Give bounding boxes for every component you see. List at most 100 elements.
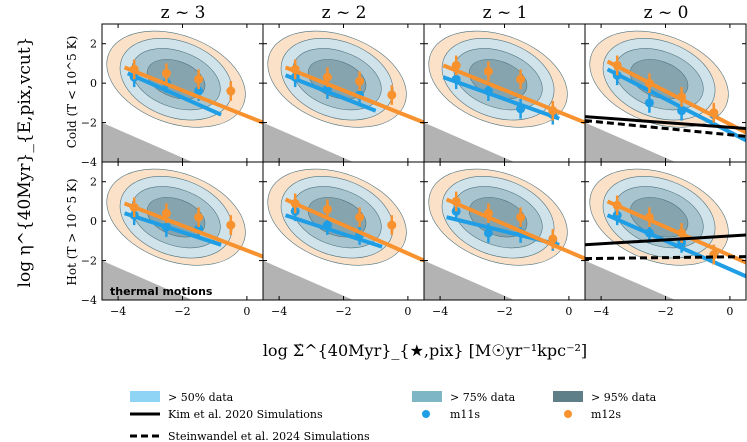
m12s-fit-line — [442, 63, 585, 125]
m12s-point — [290, 198, 300, 208]
excluded-region — [102, 122, 193, 162]
column-title-z3: z ~ 3 — [161, 3, 206, 23]
m11s-fit-line — [284, 213, 383, 249]
m12s-point — [548, 234, 558, 244]
row-label-cold: Cold (T < 10^5 K) — [65, 36, 79, 149]
legend-label-m12s: m12s — [591, 408, 621, 421]
panel: −4 −2 0 2 — [81, 23, 264, 169]
m12s-fit-line — [606, 59, 746, 135]
kim-fit-line — [585, 115, 746, 130]
legend-label-m11s: m11s — [450, 408, 480, 421]
x-tick-label: −2 — [174, 305, 190, 318]
m12s-point — [644, 212, 654, 222]
legend-label-steinwandel: Steinwandel et al. 2024 Simulations — [168, 430, 370, 442]
y-tick-label: 2 — [90, 38, 97, 51]
panel-content — [102, 168, 263, 300]
panel — [262, 23, 425, 163]
m11s-point — [483, 86, 493, 96]
m11s-point — [644, 228, 654, 238]
m12s-point — [387, 220, 397, 230]
panel-content — [424, 168, 585, 300]
column-titles: z ~ 3 z ~ 2 z ~ 1 z ~ 0 — [161, 3, 689, 23]
m12s-point — [161, 68, 171, 78]
legend-patch-50 — [130, 391, 160, 402]
m11s-point — [483, 228, 493, 238]
x-tick-label: −4 — [432, 305, 448, 318]
m11s-fit-line — [442, 75, 560, 121]
row-labels: Cold (T < 10^5 K) Hot (T > 10^5 K) — [65, 36, 79, 286]
steinwandel-fit-line — [585, 119, 746, 138]
legend: > 50% data > 75% data > 95% data Kim et … — [130, 391, 657, 442]
column-title-z1: z ~ 1 — [483, 3, 528, 23]
m11s-point — [516, 104, 526, 114]
m12s-point — [194, 74, 204, 84]
m12s-point — [483, 66, 493, 76]
panel-content — [585, 168, 746, 300]
m11s-fit-line — [606, 67, 746, 143]
legend-label-50: > 50% data — [168, 391, 234, 404]
m11s-point — [322, 220, 332, 230]
m12s-point — [355, 212, 365, 222]
x-tick-label: −2 — [496, 305, 512, 318]
m12s-point — [516, 212, 526, 222]
x-tick-label: −4 — [110, 305, 126, 318]
y-tick-label: 2 — [90, 176, 97, 189]
m12s-point — [290, 64, 300, 74]
panel-content — [424, 30, 585, 162]
m12s-point — [322, 204, 332, 214]
m12s-point — [612, 60, 622, 70]
y-tick-label: −2 — [81, 117, 97, 130]
m12s-fit-line — [123, 201, 263, 259]
m12s-point — [161, 208, 171, 218]
x-axis-label: log Σ̇^{40Myr}_{★,pix} [M☉yr⁻¹kpc⁻²] — [263, 341, 587, 360]
legend-patch-95 — [553, 391, 583, 402]
m11s-point — [161, 222, 171, 232]
panel-content — [263, 168, 424, 300]
excluded-region — [585, 122, 676, 162]
x-tick-label: −4 — [271, 305, 287, 318]
m11s-fit-line — [126, 71, 222, 117]
thermal-motions-annotation: thermal motions — [110, 285, 213, 298]
m12s-fit-line — [284, 197, 424, 263]
m11s-point — [451, 74, 461, 84]
m11s-point — [644, 98, 654, 108]
m12s-point — [451, 60, 461, 70]
excluded-region — [263, 122, 354, 162]
m11s-fit-line — [123, 211, 222, 247]
panel-content — [263, 30, 424, 162]
panel: −4 −2 0 — [262, 161, 425, 318]
excluded-region — [102, 260, 193, 300]
m12s-fit-line — [123, 65, 263, 125]
legend-m11s-dot — [422, 410, 430, 418]
kim-fit-line — [585, 233, 746, 247]
m12s-point — [226, 220, 236, 230]
m12s-point — [322, 72, 332, 82]
m12s-point — [451, 196, 461, 206]
m12s-point — [226, 86, 236, 96]
m12s-fit-line — [445, 197, 585, 261]
excluded-region — [585, 260, 676, 300]
m12s-point — [709, 108, 719, 118]
m12s-point — [194, 212, 204, 222]
excluded-region — [424, 122, 515, 162]
panel: −4 −2 0 — [423, 161, 586, 318]
panel-grid: −4 −2 0 2 −4 −2 0 −4 −2 0 2 −4 −2 0 −4 −2 0 −4 −2 0 — [81, 23, 747, 318]
x-tick-label: 0 — [404, 305, 411, 318]
m12s-point — [483, 208, 493, 218]
y-tick-label: −4 — [81, 156, 97, 169]
panel — [584, 23, 747, 163]
column-title-z0: z ~ 0 — [644, 3, 689, 23]
y-tick-label: 0 — [90, 215, 97, 228]
x-tick-label: 0 — [243, 305, 250, 318]
m11s-fit-line — [606, 213, 746, 279]
panel — [423, 23, 586, 163]
m12s-point — [387, 90, 397, 100]
m12s-point — [355, 76, 365, 86]
m12s-fit-line — [284, 65, 424, 125]
x-tick-label: 0 — [565, 305, 572, 318]
panel-content — [102, 30, 263, 162]
m11s-point — [677, 106, 687, 116]
row-label-hot: Hot (T > 10^5 K) — [65, 178, 79, 285]
m11s-point — [194, 86, 204, 96]
x-tick-label: −2 — [657, 305, 673, 318]
